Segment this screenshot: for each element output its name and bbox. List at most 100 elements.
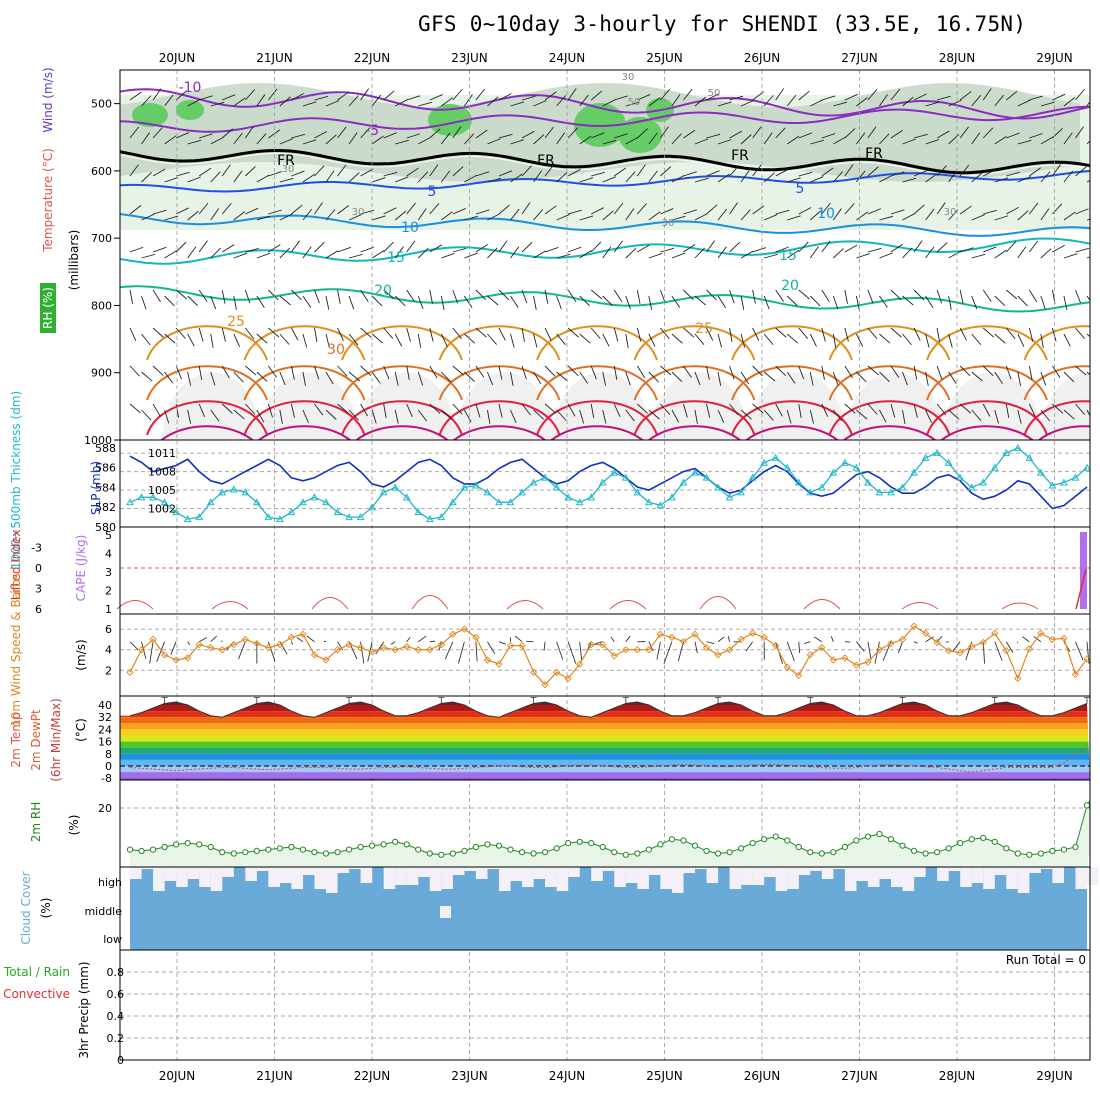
thickness-line — [129, 447, 1088, 520]
rh2m-point — [126, 846, 134, 853]
precip-tick: 0.2 — [107, 1032, 125, 1045]
wind10-point — [1014, 674, 1022, 683]
wind-barb — [913, 133, 928, 139]
wind-barb — [418, 136, 431, 145]
wind-barb — [925, 333, 930, 348]
wind-barb — [256, 333, 268, 344]
date-label-bottom: 21JUN — [256, 1069, 293, 1083]
cloud-high-gap — [199, 867, 211, 887]
wind10-barb — [897, 641, 903, 653]
wind10-tick: 2 — [105, 664, 112, 677]
lifted-index-bump — [411, 595, 449, 610]
wind-barb — [925, 139, 939, 145]
wind-barb — [1052, 403, 1064, 414]
wind-barb — [279, 333, 290, 345]
pressure-tick: 1000 — [84, 434, 112, 447]
wind-barb — [948, 295, 952, 310]
thickness-point — [864, 478, 872, 486]
wind-barb — [879, 215, 894, 221]
cloud-high-gap — [948, 867, 961, 871]
wind-barb — [325, 134, 337, 145]
wind-barb — [798, 241, 809, 253]
date-label-bottom: 22JUN — [354, 1069, 391, 1083]
rh2m-point — [1083, 802, 1090, 809]
thickness-point — [679, 478, 688, 486]
rh2m-point — [691, 842, 699, 849]
wind-barb — [383, 365, 390, 380]
wind-barb — [648, 333, 656, 347]
temp-maxmin-marker — [438, 697, 445, 704]
isotherm-label: FR — [865, 146, 883, 162]
wind-barb — [775, 88, 785, 101]
slp-ylabel: SLP (mb) — [89, 461, 103, 515]
wind-barb — [902, 213, 916, 221]
wind-barb — [625, 371, 631, 386]
wind-barb — [648, 253, 663, 259]
isotherm-4 — [120, 213, 1090, 237]
wind-barb — [1051, 327, 1057, 342]
wind-barb — [983, 246, 997, 253]
bl-shade-7 — [844, 372, 945, 440]
wind-barb — [141, 95, 152, 107]
lifted-index-bump — [803, 599, 841, 610]
wind-barb — [164, 409, 170, 424]
wind-barb — [429, 203, 440, 215]
wind-barb — [867, 327, 878, 339]
rh2m-point — [887, 836, 895, 843]
rh-contour-label: 30 — [622, 72, 635, 83]
wind10-point — [1037, 629, 1045, 637]
wind-barb — [1017, 371, 1022, 386]
wind-barb — [268, 171, 282, 177]
wind10-point — [887, 639, 895, 648]
wind-barb — [521, 289, 528, 304]
wind-barb — [683, 243, 696, 253]
wind-barb — [418, 101, 432, 107]
wind-barb — [855, 295, 860, 310]
thickness-point — [518, 488, 526, 496]
wind10-point — [368, 648, 376, 656]
wind-barb — [844, 289, 848, 304]
wind-barb — [314, 165, 325, 177]
cloud-high-gap — [1017, 867, 1030, 893]
wind-barb — [1040, 371, 1047, 386]
wind-barb — [948, 209, 959, 221]
wind-barb — [360, 168, 374, 177]
wind-barb — [521, 241, 533, 253]
wind-barb — [798, 90, 810, 101]
wind-barb — [337, 289, 341, 304]
wind-barb — [233, 371, 244, 383]
wind-barb — [291, 93, 305, 101]
wind-barb — [544, 126, 554, 139]
wind-barb — [1029, 133, 1043, 139]
wind-barb — [1017, 139, 1032, 145]
wind10-point — [691, 630, 699, 638]
thickness-point — [714, 483, 722, 491]
cloud-level-tick: high — [98, 876, 122, 889]
thickness-point — [299, 498, 307, 506]
wind-barb — [152, 403, 161, 417]
wind-barb — [821, 202, 831, 215]
temp-band-3 — [120, 717, 1090, 724]
wind-barb — [982, 403, 991, 417]
wind-barb — [533, 209, 544, 221]
wind-barb — [452, 365, 464, 376]
lifted-tick: 0 — [35, 562, 42, 575]
wind10-point — [737, 635, 745, 644]
thickness-point — [402, 493, 411, 501]
wind-barb — [337, 246, 351, 253]
diurnal-isotherm-1 — [146, 365, 1090, 401]
wind-barb — [706, 93, 720, 101]
thickness-point — [1083, 463, 1090, 471]
temp-tick: 32 — [98, 711, 112, 724]
wind-barb — [694, 96, 706, 107]
pressure-tick: 900 — [91, 367, 112, 380]
rh2m-point — [495, 842, 503, 849]
rh2m-point — [611, 849, 618, 856]
rh2m-point — [714, 850, 722, 857]
wind-barb — [267, 365, 277, 378]
temp-maxmin-marker — [253, 697, 260, 704]
wind-barb — [302, 208, 313, 221]
thickness-point — [460, 483, 469, 491]
cloud-high-gap — [568, 867, 580, 877]
rh2m-point — [357, 843, 364, 851]
